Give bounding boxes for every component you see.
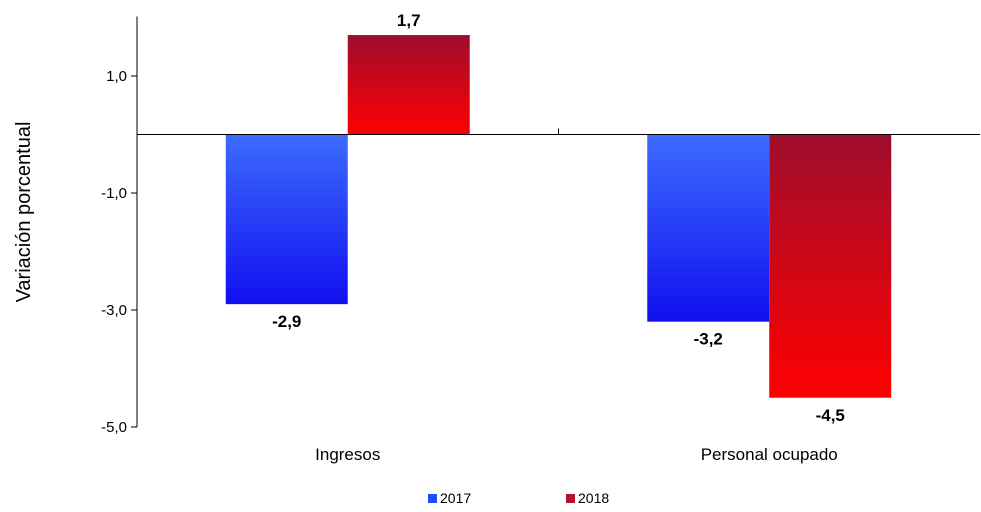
y-tick-label: -1,0 — [101, 185, 127, 202]
legend-swatch-2018 — [566, 494, 575, 503]
y-tick-label: -5,0 — [101, 419, 127, 436]
axes-layer — [131, 16, 980, 428]
data-label: 1,7 — [397, 11, 421, 30]
legend-label-2018: 2018 — [578, 490, 609, 506]
y-tick-label: 1,0 — [106, 68, 127, 85]
bar-2018-0 — [347, 35, 470, 135]
legend: 2017 2018 — [428, 490, 609, 506]
legend-label-2017: 2017 — [440, 490, 471, 506]
x-category-label: Personal ocupado — [701, 445, 838, 464]
bar-2017-0 — [225, 134, 348, 305]
y-axis-title: Variación porcentual — [13, 122, 35, 303]
data-label: -2,9 — [272, 312, 301, 331]
bar-2017-1 — [647, 134, 770, 322]
data-label: -3,2 — [694, 330, 723, 349]
bars-layer — [225, 35, 892, 398]
bar-2018-1 — [769, 134, 892, 398]
legend-swatch-2017 — [428, 494, 437, 503]
data-label: -4,5 — [816, 406, 845, 425]
x-category-label: Ingresos — [315, 445, 380, 464]
labels-layer: 1,0 -1,0 -3,0 -5,0 -2,9 1,7 Ingresos -3,2 -4,5 Pe… — [101, 11, 845, 464]
y-tick-label: -3,0 — [101, 302, 127, 319]
